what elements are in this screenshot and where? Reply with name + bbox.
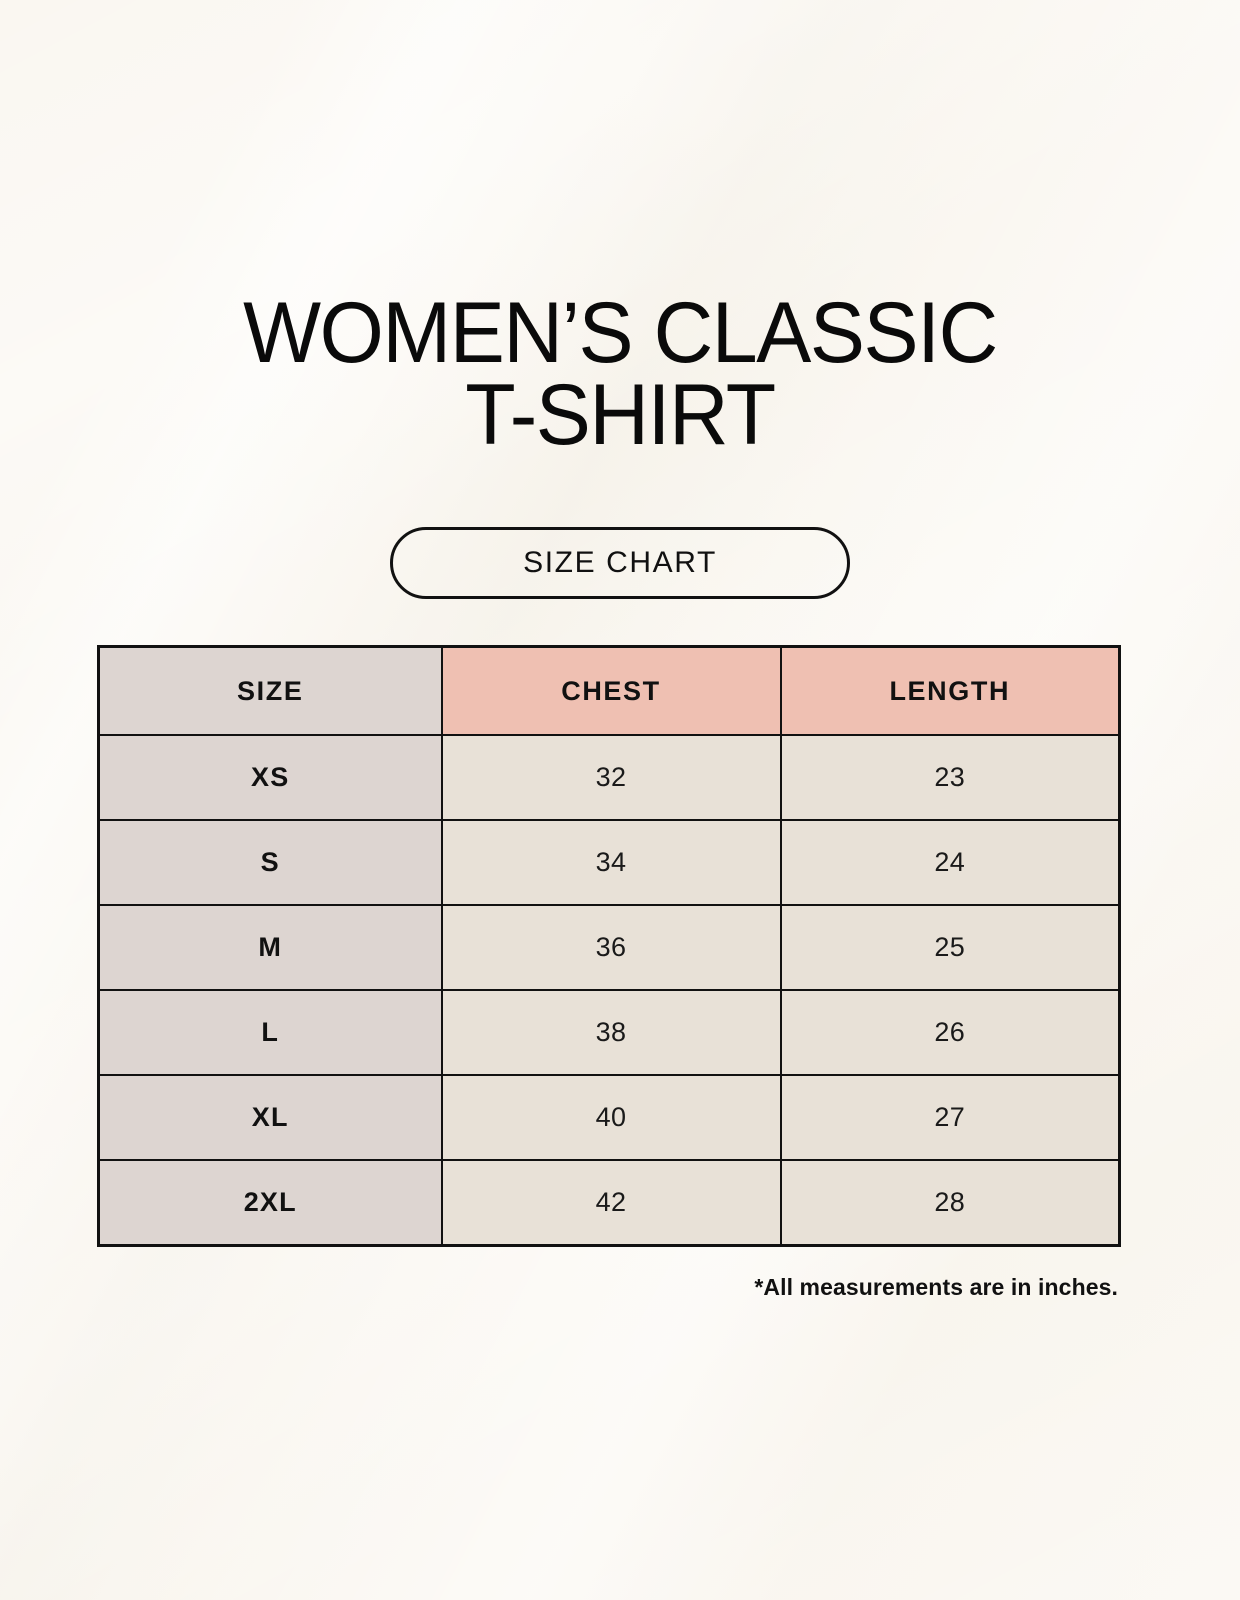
cell-length: 26 xyxy=(779,989,1121,1076)
size-chart-table-header: SIZE CHEST LENGTH xyxy=(97,645,1121,736)
table-row: S 34 24 xyxy=(97,819,1121,906)
size-chart-table: SIZE CHEST LENGTH XS 32 23 S 34 24 M 36 … xyxy=(97,645,1121,1247)
cell-size: M xyxy=(97,904,443,991)
cell-size: 2XL xyxy=(97,1159,443,1246)
size-chart-badge-container: SIZE CHART xyxy=(0,527,1240,599)
cell-chest: 38 xyxy=(440,989,782,1076)
cell-length: 27 xyxy=(779,1074,1121,1161)
cell-size: L xyxy=(97,989,443,1076)
size-chart-table-body: XS 32 23 S 34 24 M 36 25 L 38 26 XL 40 xyxy=(97,734,1121,1246)
table-row: 2XL 42 28 xyxy=(97,1159,1121,1246)
table-row: M 36 25 xyxy=(97,904,1121,991)
page-title-line-1: WOMEN’S CLASSIC xyxy=(243,285,998,381)
page-title-line-2: T-SHIRT xyxy=(465,367,776,463)
cell-size: XL xyxy=(97,1074,443,1161)
cell-chest: 40 xyxy=(440,1074,782,1161)
column-header-chest: CHEST xyxy=(440,645,782,736)
table-row: XL 40 27 xyxy=(97,1074,1121,1161)
column-header-size: SIZE xyxy=(97,645,443,736)
table-row: L 38 26 xyxy=(97,989,1121,1076)
cell-size: S xyxy=(97,819,443,906)
measurement-units-note: *All measurements are in inches. xyxy=(754,1274,1118,1300)
size-chart-badge: SIZE CHART xyxy=(390,527,850,599)
cell-chest: 42 xyxy=(440,1159,782,1246)
cell-chest: 32 xyxy=(440,734,782,821)
cell-length: 28 xyxy=(779,1159,1121,1246)
cell-size: XS xyxy=(97,734,443,821)
cell-length: 24 xyxy=(779,819,1121,906)
page-title: WOMEN’S CLASSIC T-SHIRT xyxy=(0,285,1240,463)
table-row: XS 32 23 xyxy=(97,734,1121,821)
cell-length: 25 xyxy=(779,904,1121,991)
cell-chest: 34 xyxy=(440,819,782,906)
cell-length: 23 xyxy=(779,734,1121,821)
cell-chest: 36 xyxy=(440,904,782,991)
column-header-length: LENGTH xyxy=(779,645,1121,736)
table-header-row: SIZE CHEST LENGTH xyxy=(97,645,1121,736)
